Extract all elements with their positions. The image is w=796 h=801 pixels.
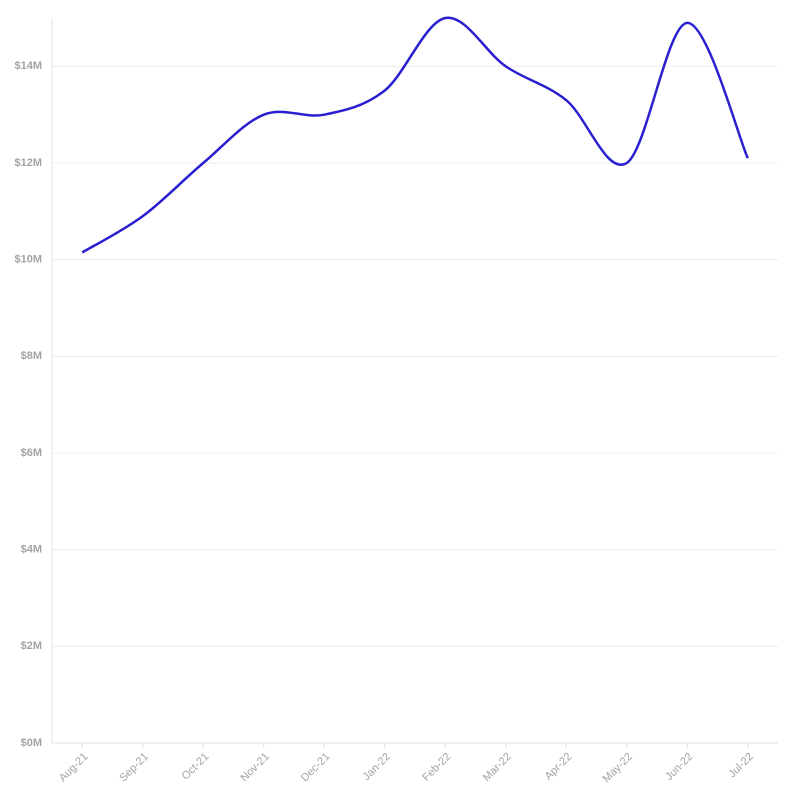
x-tick-label: Mar-22 (481, 751, 514, 784)
x-tick-label: Oct-21 (180, 751, 212, 783)
x-tick-label: Aug-21 (57, 751, 91, 785)
x-tick-label: Jan-22 (361, 751, 393, 783)
x-tick-label: Nov-21 (238, 751, 272, 785)
x-tick-label: May-22 (600, 751, 634, 785)
y-tick-label: $6M (21, 447, 42, 459)
x-tick-label: Sep-21 (117, 751, 151, 785)
x-tick-label: Feb-22 (420, 751, 453, 784)
y-tick-label: $12M (14, 157, 42, 169)
line (81, 16, 749, 254)
y-tick-label: $10M (14, 254, 42, 266)
y-tick-label: $4M (21, 544, 42, 556)
y-tick-label: $0M (21, 737, 42, 749)
x-tick-label: Jun-22 (663, 751, 695, 783)
x-tick-label: Apr-22 (543, 751, 575, 783)
y-tick-label: $8M (21, 350, 42, 362)
x-tick-label: Jul-22 (726, 751, 756, 781)
x-tick-label: Dec-21 (299, 751, 333, 785)
y-tick-label: $2M (21, 640, 42, 652)
y-tick-label: $14M (14, 60, 42, 72)
